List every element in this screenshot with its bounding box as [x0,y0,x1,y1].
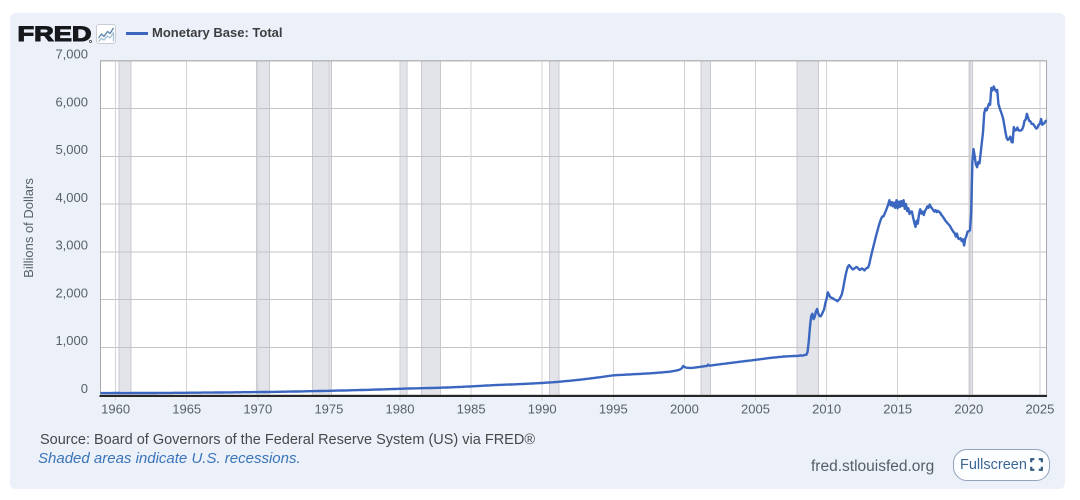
svg-text:FRED: FRED [18,24,92,46]
svg-text:1960: 1960 [101,402,130,417]
svg-text:2025: 2025 [1025,402,1054,417]
svg-text:Billions of Dollars: Billions of Dollars [21,178,36,278]
svg-text:2005: 2005 [741,402,770,417]
svg-text:1990: 1990 [528,402,557,417]
svg-text:1975: 1975 [314,402,343,417]
svg-text:1965: 1965 [172,402,201,417]
svg-text:2010: 2010 [812,402,841,417]
svg-text:4,000: 4,000 [55,190,88,205]
svg-text:1985: 1985 [457,402,486,417]
svg-text:2020: 2020 [954,402,983,417]
svg-text:7,000: 7,000 [55,47,88,62]
svg-text:1995: 1995 [599,402,628,417]
svg-text:1,000: 1,000 [55,333,88,348]
svg-text:0: 0 [81,381,88,396]
svg-text:3,000: 3,000 [55,238,88,253]
svg-text:2,000: 2,000 [55,285,88,300]
svg-text:2000: 2000 [670,402,699,417]
svg-text:5,000: 5,000 [55,142,88,157]
svg-text:1970: 1970 [243,402,272,417]
svg-text:6,000: 6,000 [55,94,88,109]
svg-text:2015: 2015 [883,402,912,417]
svg-text:1980: 1980 [386,402,415,417]
